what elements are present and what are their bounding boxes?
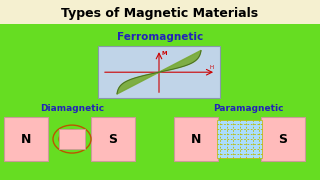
Text: S: S xyxy=(108,133,117,146)
Text: Ferromagnetic: Ferromagnetic xyxy=(117,32,203,42)
FancyBboxPatch shape xyxy=(217,120,262,158)
FancyBboxPatch shape xyxy=(4,117,48,161)
FancyBboxPatch shape xyxy=(98,46,220,98)
FancyBboxPatch shape xyxy=(91,117,135,161)
Text: N: N xyxy=(21,133,31,146)
FancyBboxPatch shape xyxy=(59,129,85,149)
Text: Paramagnetic: Paramagnetic xyxy=(213,104,283,113)
Text: S: S xyxy=(278,133,287,146)
Text: Diamagnetic: Diamagnetic xyxy=(40,104,104,113)
Text: N: N xyxy=(191,133,201,146)
Text: Types of Magnetic Materials: Types of Magnetic Materials xyxy=(61,7,259,20)
FancyBboxPatch shape xyxy=(261,117,305,161)
FancyBboxPatch shape xyxy=(174,117,218,161)
Text: H: H xyxy=(210,65,214,70)
Polygon shape xyxy=(117,50,201,94)
Text: M: M xyxy=(161,51,166,56)
FancyBboxPatch shape xyxy=(0,24,320,180)
